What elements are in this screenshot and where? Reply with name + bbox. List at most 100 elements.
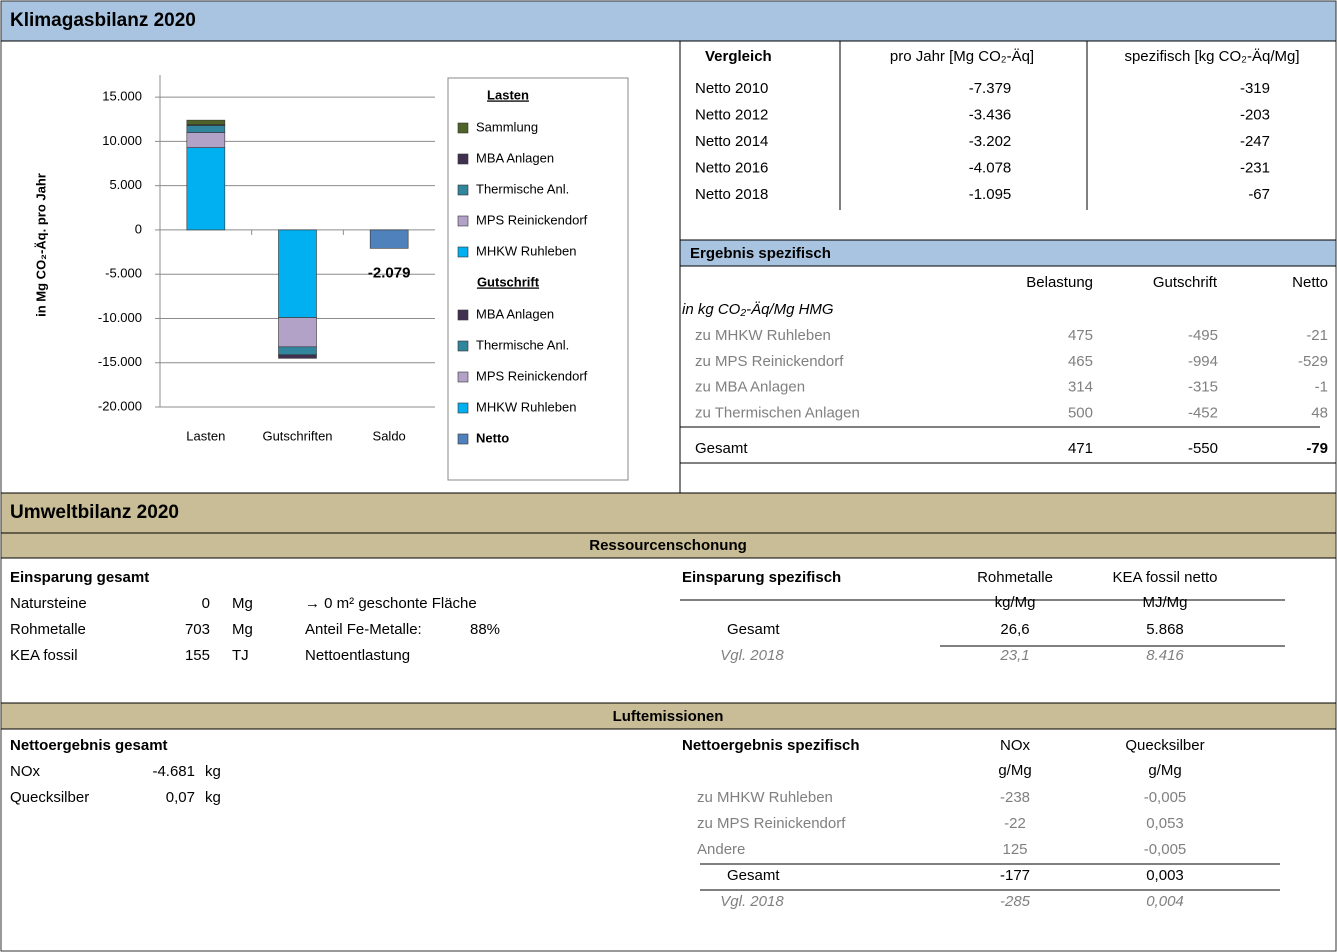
cell-text: -203 — [1240, 106, 1270, 123]
cell-text: -79 — [1306, 440, 1328, 457]
ressourcen-header-bar — [1, 533, 1336, 558]
cell-text: -247 — [1240, 133, 1270, 150]
cell-text: zu MPS Reinickendorf — [697, 815, 846, 832]
cell-text: -67 — [1248, 186, 1270, 203]
cell-text: NOx — [10, 763, 41, 780]
section-title: Klimagasbilanz 2020 — [10, 10, 196, 31]
cell-text: -1.095 — [969, 186, 1012, 203]
unit: kg/Mg — [995, 594, 1036, 611]
y-tick-label: 15.000 — [102, 89, 142, 104]
cell-text: -4.078 — [969, 159, 1012, 176]
cell-text: zu MPS Reinickendorf — [695, 353, 844, 370]
bar-segment — [278, 317, 317, 348]
column-header: Rohmetalle — [977, 569, 1053, 586]
legend-label: Netto — [476, 430, 509, 445]
y-tick-label: -15.000 — [98, 354, 142, 369]
legend-swatch — [457, 371, 469, 383]
cell-text: Vgl. 2018 — [720, 893, 784, 910]
legend-label: MPS Reinickendorf — [476, 368, 588, 383]
cell-text: 500 — [1068, 404, 1093, 421]
cell-text: -285 — [1000, 893, 1031, 910]
subsection-title: Luftemissionen — [613, 708, 724, 725]
subsection-title: Ergebnis spezifisch — [690, 245, 831, 262]
legend-label: MBA Anlagen — [476, 150, 554, 165]
cell-text: -3.202 — [969, 133, 1012, 150]
cell-text: Nettoentlastung — [305, 647, 410, 664]
cell-text: Quecksilber — [10, 789, 89, 806]
cell-text: -529 — [1298, 353, 1328, 370]
legend-label: MHKW Ruhleben — [476, 243, 576, 258]
cell-text: 703 — [185, 621, 210, 638]
cell-text: 0,003 — [1146, 867, 1184, 884]
legend-swatch — [457, 215, 469, 227]
x-tick-label: Gutschriften — [262, 428, 332, 443]
column-header: Quecksilber — [1125, 737, 1204, 754]
cell-text: 471 — [1068, 440, 1093, 457]
y-tick-label: -20.000 — [98, 398, 142, 413]
column-header: spezifisch [kg CO₂-Äq/Mg] — [1124, 48, 1299, 65]
column-header: Vergleich — [705, 48, 772, 65]
cell-text: 48 — [1311, 404, 1328, 421]
cell-text: -495 — [1188, 327, 1218, 344]
cell-text: KEA fossil — [10, 647, 78, 664]
column-header: NOx — [1000, 737, 1031, 754]
legend-swatch — [457, 153, 469, 165]
cell-text: -319 — [1240, 80, 1270, 97]
legend-swatch — [457, 340, 469, 352]
legend-swatch — [457, 246, 469, 258]
cell-text: -550 — [1188, 440, 1218, 457]
cell-text: zu MHKW Ruhleben — [697, 789, 833, 806]
bar-segment — [186, 132, 226, 148]
cell-text: 8.416 — [1146, 647, 1184, 664]
cell-text: Netto 2010 — [695, 80, 768, 97]
cell-text: Mg — [232, 621, 253, 638]
cell-text: kg — [205, 763, 221, 780]
cell-text: 125 — [1002, 841, 1027, 858]
legend-heading: Gutschrift — [477, 274, 540, 289]
cell-text: Mg — [232, 595, 253, 612]
block-title: Nettoergebnis gesamt — [10, 737, 168, 754]
column-header: Belastung — [1026, 274, 1093, 291]
y-tick-label: -10.000 — [98, 310, 142, 325]
x-tick-label: Saldo — [373, 428, 406, 443]
cell-text: → 0 m² geschonte Fläche — [305, 595, 477, 612]
section-title: Umweltbilanz 2020 — [10, 502, 179, 523]
cell-text: Anteil Fe-Metalle: — [305, 621, 422, 638]
cell-text: 5.868 — [1146, 621, 1184, 638]
cell-text: -22 — [1004, 815, 1026, 832]
cell-text: Netto 2014 — [695, 133, 768, 150]
column-header: pro Jahr [Mg CO₂-Äq] — [890, 48, 1034, 65]
cell-text: zu MHKW Ruhleben — [695, 327, 831, 344]
cell-text: 0,053 — [1146, 815, 1184, 832]
cell-text: kg — [205, 789, 221, 806]
cell-text: zu Thermischen Anlagen — [695, 404, 860, 421]
column-header: Gutschrift — [1153, 274, 1218, 291]
legend-swatch — [457, 184, 469, 196]
y-axis-label: in Mg CO₂-Äq. pro Jahr — [33, 173, 48, 317]
cell-text: zu MBA Anlagen — [695, 379, 805, 396]
cell-text: 26,6 — [1000, 621, 1029, 638]
legend-swatch — [457, 309, 469, 321]
cell-text: 465 — [1068, 353, 1093, 370]
legend-label: Sammlung — [476, 119, 538, 134]
cell-text: -0,005 — [1144, 841, 1187, 858]
legend-label: Thermische Anl. — [476, 337, 569, 352]
klima-header-bar — [1, 1, 1336, 41]
cell-text: -0,005 — [1144, 789, 1187, 806]
block-title: Einsparung gesamt — [10, 569, 149, 586]
cell-text: 23,1 — [999, 647, 1029, 664]
cell-text: Natursteine — [10, 595, 87, 612]
umwelt-header-bar — [1, 493, 1336, 533]
bar-segment — [186, 125, 226, 133]
cell-text: -238 — [1000, 789, 1030, 806]
y-tick-label: -5.000 — [105, 266, 142, 281]
bar-segment — [186, 147, 226, 231]
bar-segment — [186, 119, 226, 125]
cell-text: 314 — [1068, 379, 1093, 396]
cell-text: -3.436 — [969, 106, 1012, 123]
cell-text: 0 — [202, 595, 210, 612]
luft-header-bar — [1, 703, 1336, 729]
cell-text: -7.379 — [969, 80, 1012, 97]
